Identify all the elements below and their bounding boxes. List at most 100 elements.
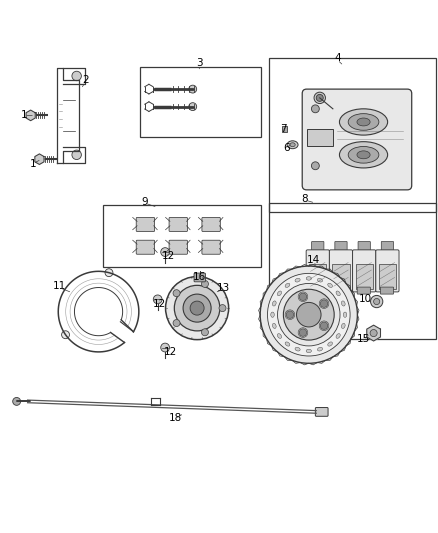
Circle shape (201, 280, 208, 287)
Circle shape (320, 322, 328, 329)
Ellipse shape (285, 283, 290, 287)
Circle shape (62, 331, 70, 338)
Ellipse shape (277, 291, 282, 296)
FancyBboxPatch shape (136, 240, 155, 254)
Text: 3: 3 (196, 58, 203, 68)
FancyBboxPatch shape (306, 250, 329, 292)
Ellipse shape (318, 278, 322, 282)
Circle shape (286, 311, 293, 318)
Circle shape (161, 343, 170, 352)
Circle shape (297, 302, 321, 327)
Ellipse shape (277, 334, 282, 338)
Circle shape (371, 295, 383, 308)
Bar (379, 264, 396, 289)
Circle shape (283, 289, 334, 340)
Ellipse shape (328, 283, 332, 287)
Circle shape (299, 293, 307, 301)
Bar (103, 205, 261, 266)
Ellipse shape (272, 324, 276, 328)
Ellipse shape (357, 118, 370, 126)
Bar (309, 264, 326, 289)
Circle shape (370, 329, 377, 337)
Text: 14: 14 (307, 255, 320, 265)
Ellipse shape (336, 334, 340, 338)
FancyBboxPatch shape (202, 217, 220, 231)
Circle shape (260, 266, 357, 364)
FancyBboxPatch shape (376, 250, 399, 292)
Text: 12: 12 (153, 298, 166, 309)
Text: 1: 1 (29, 159, 36, 168)
Ellipse shape (318, 348, 322, 351)
Text: 1: 1 (21, 110, 28, 120)
Ellipse shape (343, 312, 347, 317)
Circle shape (311, 105, 319, 113)
Ellipse shape (348, 147, 379, 163)
FancyBboxPatch shape (358, 241, 370, 251)
Circle shape (161, 248, 170, 256)
FancyBboxPatch shape (311, 287, 324, 294)
Text: 13: 13 (217, 284, 230, 293)
Text: 18: 18 (169, 413, 182, 423)
FancyBboxPatch shape (302, 89, 412, 190)
Text: 12: 12 (164, 347, 177, 357)
Ellipse shape (272, 301, 276, 306)
FancyBboxPatch shape (353, 250, 376, 292)
Circle shape (105, 269, 113, 277)
FancyBboxPatch shape (315, 408, 328, 416)
Circle shape (173, 289, 180, 297)
Ellipse shape (339, 142, 388, 168)
Bar (269, 59, 436, 212)
FancyBboxPatch shape (202, 240, 220, 254)
Bar (307, 128, 333, 146)
Ellipse shape (271, 312, 274, 317)
Ellipse shape (290, 143, 295, 147)
FancyBboxPatch shape (311, 241, 324, 251)
Circle shape (268, 273, 350, 356)
Circle shape (173, 320, 180, 327)
Ellipse shape (328, 342, 332, 346)
FancyBboxPatch shape (194, 273, 205, 282)
FancyBboxPatch shape (169, 217, 187, 231)
Text: 8: 8 (301, 193, 308, 204)
FancyBboxPatch shape (380, 287, 393, 294)
Circle shape (72, 150, 81, 159)
Circle shape (219, 304, 226, 312)
Text: 9: 9 (141, 197, 148, 207)
Text: 16: 16 (193, 272, 206, 282)
Circle shape (299, 329, 307, 336)
Circle shape (153, 295, 162, 304)
Circle shape (374, 298, 380, 304)
Circle shape (316, 94, 323, 101)
Text: 2: 2 (82, 75, 89, 85)
Circle shape (190, 301, 204, 315)
Bar (282, 126, 287, 132)
Text: 10: 10 (359, 294, 372, 304)
Text: 11: 11 (53, 281, 66, 291)
Circle shape (311, 162, 319, 169)
Ellipse shape (295, 278, 300, 282)
Text: 6: 6 (283, 143, 290, 154)
Circle shape (174, 285, 220, 331)
Circle shape (189, 85, 197, 93)
Ellipse shape (306, 277, 311, 280)
Ellipse shape (295, 348, 300, 351)
Ellipse shape (342, 301, 345, 306)
Text: 4: 4 (334, 53, 341, 63)
Ellipse shape (306, 349, 311, 353)
Bar (332, 264, 350, 289)
Circle shape (183, 294, 211, 322)
Text: 15: 15 (357, 334, 370, 344)
Polygon shape (367, 325, 381, 341)
Ellipse shape (339, 109, 388, 135)
FancyBboxPatch shape (357, 287, 370, 294)
Ellipse shape (285, 342, 290, 346)
FancyBboxPatch shape (381, 241, 393, 251)
Ellipse shape (336, 291, 340, 296)
Circle shape (278, 284, 340, 346)
Ellipse shape (348, 114, 379, 130)
Bar (140, 67, 261, 138)
Circle shape (320, 300, 328, 308)
FancyBboxPatch shape (169, 240, 187, 254)
Ellipse shape (357, 151, 370, 159)
FancyBboxPatch shape (334, 287, 347, 294)
